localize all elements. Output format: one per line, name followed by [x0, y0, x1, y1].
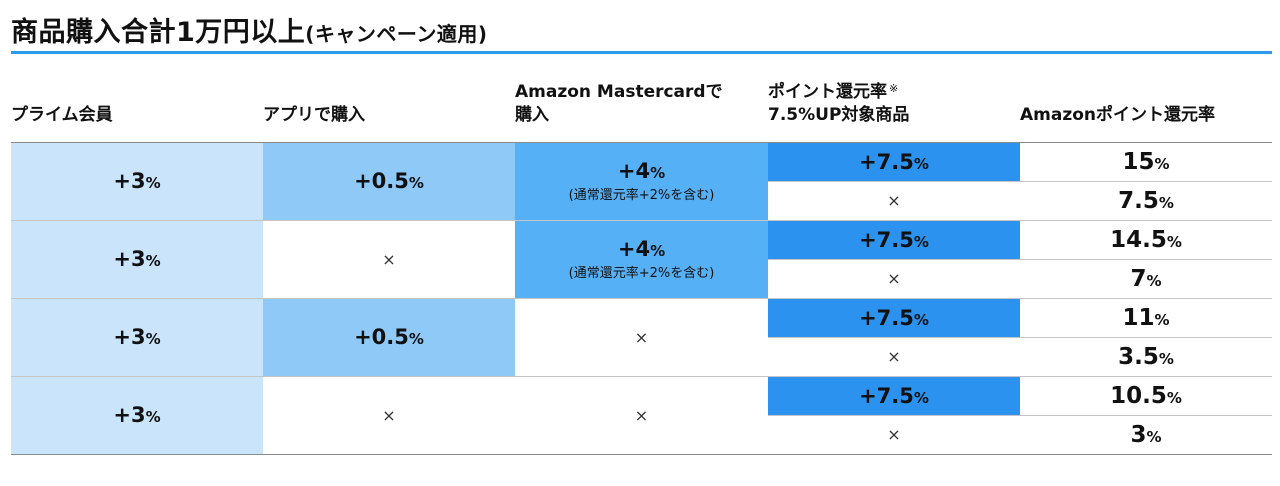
- total-no-cell-percent: %: [1146, 427, 1162, 446]
- total-yes-cell-value: 11: [1122, 304, 1155, 331]
- half-row-border: [768, 337, 1272, 338]
- row-top-border: [11, 220, 1272, 221]
- prime-cell: +3%: [11, 142, 263, 220]
- total-no-cell-value: 3: [1130, 421, 1147, 448]
- card-cell-note: (通常還元率+2%を含む): [568, 188, 715, 203]
- item-yes-cell-value: +7.5: [859, 227, 914, 252]
- total-yes-cell-percent: %: [1154, 310, 1170, 329]
- total-yes-cell-value: 14.5: [1110, 226, 1167, 253]
- item-no-cell: ×: [768, 259, 1020, 298]
- card-cell: +4% (通常還元率+2%を含む): [515, 142, 768, 220]
- item-yes-cell: +7.5%: [768, 376, 1020, 415]
- header-item: ポイント還元率 ※ 7.5%UP対象商品: [768, 81, 909, 127]
- header-card-line2: 購入: [515, 105, 549, 125]
- total-yes-cell-percent: %: [1154, 154, 1170, 173]
- item-yes-cell: +7.5%: [768, 220, 1020, 259]
- prime-cell: +3%: [11, 220, 263, 298]
- header-total: Amazonポイント還元率: [1020, 105, 1216, 125]
- header-card-line1: Amazon Mastercardで: [515, 82, 723, 102]
- app-cell-percent: %: [408, 174, 424, 192]
- total-no-cell-value: 3.5: [1118, 343, 1159, 370]
- prime-cell-percent: %: [145, 330, 161, 348]
- total-yes-cell: 10.5%: [1020, 376, 1272, 415]
- total-yes-cell: 15%: [1020, 142, 1272, 181]
- total-no-cell-percent: %: [1158, 193, 1174, 212]
- total-no-cell: 3%: [1020, 415, 1272, 454]
- item-yes-cell-value: +7.5: [859, 149, 914, 174]
- total-no-cell-value: 7.5: [1118, 187, 1159, 214]
- card-cell: +4% (通常還元率+2%を含む): [515, 220, 768, 298]
- total-no-cell-percent: %: [1146, 271, 1162, 290]
- header-item-line2: 7.5%UP対象商品: [768, 105, 910, 125]
- prime-cell-value: +3: [113, 325, 146, 349]
- total-no-cell-value: 7: [1130, 265, 1147, 292]
- prime-cell: +3%: [11, 376, 263, 454]
- half-row-border: [768, 259, 1272, 260]
- total-yes-cell-value: 10.5: [1110, 382, 1167, 409]
- table-bottom-border: [11, 454, 1272, 455]
- half-row-border: [768, 181, 1272, 182]
- prime-cell: +3%: [11, 298, 263, 376]
- total-yes-cell-percent: %: [1166, 388, 1182, 407]
- total-yes-cell-value: 15: [1122, 148, 1155, 175]
- card-cell-percent: %: [650, 242, 666, 260]
- title-main: 商品購入合計1万円以上: [11, 17, 306, 48]
- header-prime: プライム会員: [11, 105, 113, 125]
- item-no-cell: ×: [768, 181, 1020, 220]
- item-yes-cell-percent: %: [913, 388, 929, 407]
- prime-cell-percent: %: [145, 252, 161, 270]
- title-underline: [11, 51, 1272, 54]
- prime-cell-percent: %: [145, 408, 161, 426]
- item-yes-cell: +7.5%: [768, 298, 1020, 337]
- item-yes-cell-value: +7.5: [859, 305, 914, 330]
- total-yes-cell-percent: %: [1166, 232, 1182, 251]
- title-sub: (キャンペーン適用): [305, 22, 488, 46]
- app-cell: ×: [263, 220, 515, 298]
- app-cell: +0.5%: [263, 142, 515, 220]
- prime-cell-value: +3: [113, 247, 146, 271]
- item-yes-cell-percent: %: [913, 232, 929, 251]
- app-cell: +0.5%: [263, 298, 515, 376]
- row-top-border: [11, 376, 1272, 377]
- header-card: Amazon Mastercardで 購入: [515, 81, 723, 127]
- total-no-cell: 7.5%: [1020, 181, 1272, 220]
- card-cell: ×: [515, 298, 768, 376]
- app-cell-value: +0.5: [354, 169, 409, 193]
- half-row-border: [768, 415, 1272, 416]
- row-top-border: [11, 142, 1272, 143]
- row-top-border: [11, 298, 1272, 299]
- card-cell-percent: %: [650, 164, 666, 182]
- page-title: 商品購入合計1万円以上(キャンペーン適用): [11, 10, 488, 49]
- item-yes-cell-percent: %: [913, 310, 929, 329]
- app-cell-percent: %: [408, 330, 424, 348]
- prime-cell-value: +3: [113, 403, 146, 427]
- total-yes-cell: 11%: [1020, 298, 1272, 337]
- footnote-mark: ※: [889, 82, 899, 95]
- total-no-cell-percent: %: [1158, 349, 1174, 368]
- item-yes-cell-percent: %: [913, 154, 929, 173]
- card-cell: ×: [515, 376, 768, 454]
- total-no-cell: 7%: [1020, 259, 1272, 298]
- card-cell-note: (通常還元率+2%を含む): [568, 266, 715, 281]
- item-yes-cell: +7.5%: [768, 142, 1020, 181]
- total-yes-cell: 14.5%: [1020, 220, 1272, 259]
- item-yes-cell-value: +7.5: [859, 383, 914, 408]
- card-cell-value: +4: [617, 159, 651, 183]
- header-item-line1: ポイント還元率: [768, 82, 887, 102]
- card-cell-value: +4: [617, 237, 651, 261]
- item-no-cell: ×: [768, 337, 1020, 376]
- prime-cell-percent: %: [145, 174, 161, 192]
- total-no-cell: 3.5%: [1020, 337, 1272, 376]
- prime-cell-value: +3: [113, 169, 146, 193]
- app-cell: ×: [263, 376, 515, 454]
- item-no-cell: ×: [768, 415, 1020, 454]
- app-cell-value: +0.5: [354, 325, 409, 349]
- header-app: アプリで購入: [263, 105, 365, 125]
